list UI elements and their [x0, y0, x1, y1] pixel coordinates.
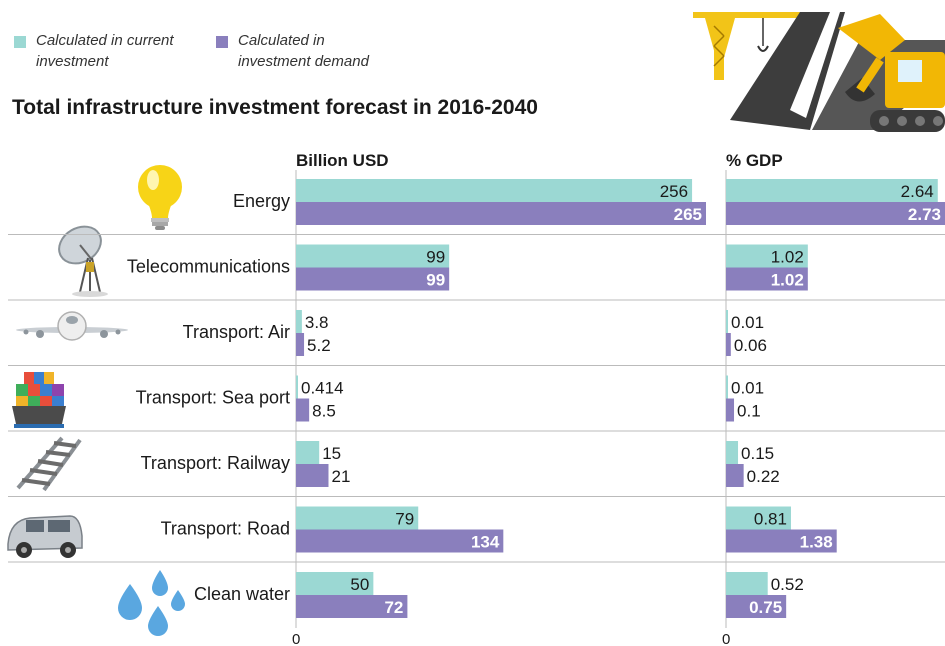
legend-demand-label-1: Calculated in: [238, 32, 325, 49]
category-label: Transport: Road: [161, 519, 290, 539]
data-label: 0.1: [737, 402, 761, 421]
category-label: Telecommunications: [127, 257, 290, 277]
legend-demand-label-2: investment demand: [238, 53, 369, 70]
bar: [296, 572, 374, 595]
bar: [726, 375, 728, 399]
bar: [296, 244, 450, 268]
bar: [296, 529, 504, 553]
data-label: 99: [426, 271, 445, 290]
data-label: 21: [331, 467, 350, 486]
data-label: 0.01: [731, 379, 764, 398]
panel-header-gdp: % GDP: [726, 151, 783, 170]
category-label: Transport: Sea port: [136, 388, 290, 408]
data-label: 0.414: [301, 379, 344, 398]
bar: [726, 529, 837, 553]
chart-title: Total infrastructure investment forecast…: [12, 96, 538, 119]
data-label: 256: [660, 182, 688, 201]
data-label: 265: [674, 205, 702, 224]
data-label: 8.5: [312, 402, 336, 421]
data-label: 50: [350, 575, 369, 594]
bar: [296, 464, 329, 487]
bar: [726, 572, 768, 595]
data-label: 79: [395, 510, 414, 529]
water-drops-icon: [118, 570, 185, 636]
panel-header-billion: Billion USD: [296, 151, 389, 170]
data-label: 1.02: [771, 271, 804, 290]
bar: [726, 267, 808, 291]
data-label: 3.8: [305, 313, 329, 332]
category-label: Transport: Air: [183, 322, 290, 342]
data-label: 0.81: [754, 510, 787, 529]
data-label: 5.2: [307, 336, 331, 355]
bar: [296, 375, 298, 399]
legend-current-label-1: Calculated in current: [36, 32, 174, 49]
cargo-ship-icon: [12, 372, 66, 428]
bar-plot: Energy Telecommunications Transport: Air Tr…: [8, 170, 945, 646]
category-label: Transport: Railway: [141, 453, 290, 473]
data-label: 0.06: [734, 336, 767, 355]
bar: [726, 506, 791, 530]
data-label: 2.73: [908, 205, 941, 224]
legend-current-swatch: [14, 36, 26, 48]
data-label: 0.52: [771, 575, 804, 594]
bar: [296, 267, 450, 291]
legend-current-label-2: investment: [36, 53, 109, 70]
axis-zero-label: 0: [722, 631, 730, 646]
data-label: 1.02: [771, 248, 804, 267]
bar: [296, 441, 320, 464]
airplane-icon: [16, 311, 128, 341]
bar: [296, 333, 305, 356]
data-label: 72: [384, 598, 403, 617]
data-label: 134: [471, 533, 500, 552]
data-label: 0.75: [749, 598, 782, 617]
data-label: 0.01: [731, 313, 764, 332]
bar: [726, 595, 787, 618]
bar: [726, 333, 731, 356]
bar: [296, 506, 419, 530]
bar: [296, 179, 693, 202]
bar: [726, 202, 945, 225]
data-label: 0.15: [741, 444, 774, 463]
bar: [726, 464, 744, 487]
bar: [726, 441, 739, 464]
construction-scene-icon: [693, 12, 945, 132]
data-label: 0.22: [747, 467, 780, 486]
data-label: 15: [322, 444, 341, 463]
lightbulb-icon: [138, 165, 182, 230]
data-label: 1.38: [800, 533, 833, 552]
bar: [726, 179, 938, 202]
bar: [726, 244, 808, 268]
railway-track-icon: [16, 436, 82, 492]
car-icon: [7, 515, 83, 558]
legend-demand-swatch: [216, 36, 228, 48]
bar: [296, 202, 706, 225]
data-label: 2.64: [901, 182, 934, 201]
satellite-dish-icon: [58, 225, 108, 297]
bar: [726, 310, 728, 333]
bar: [296, 398, 310, 422]
bar: [296, 595, 408, 618]
category-label: Energy: [233, 191, 290, 211]
data-label: 99: [426, 248, 445, 267]
category-label: Clean water: [194, 584, 290, 604]
bar: [726, 398, 735, 422]
axis-zero-label: 0: [292, 631, 300, 646]
bar: [296, 310, 302, 333]
